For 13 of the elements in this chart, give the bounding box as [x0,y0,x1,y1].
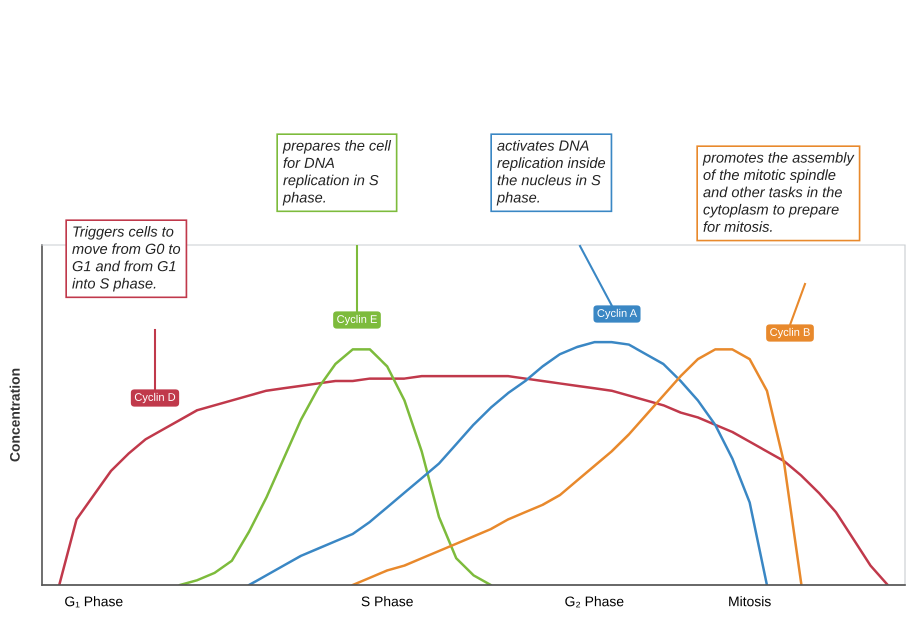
text: promotes the assembly of the mitotic spindle and other tasks in the cytoplasm to prepare for mitosis. [702,152,854,232]
x-tick-label: S Phase [362,596,413,606]
y-axis-title: Concentration [10,368,20,462]
text: prepares the cell for DNA replication in S phase. [282,140,392,206]
text: Triggers cells to move from G0 to G1 and from G1 into S phase. [72,226,180,292]
text: activates DNA replication inside the nucleus in S phase. [496,140,606,206]
series-label: Cyclin D [134,392,176,404]
text: Cyclin A [597,308,638,320]
text: Cyclin E [337,314,377,326]
x-tick-label: G₁ Phase [65,596,123,608]
x-tick-label: Mitosis [729,596,771,606]
text: Cyclin B [770,328,810,338]
x-tick-label: G₂ Phase [565,596,624,608]
